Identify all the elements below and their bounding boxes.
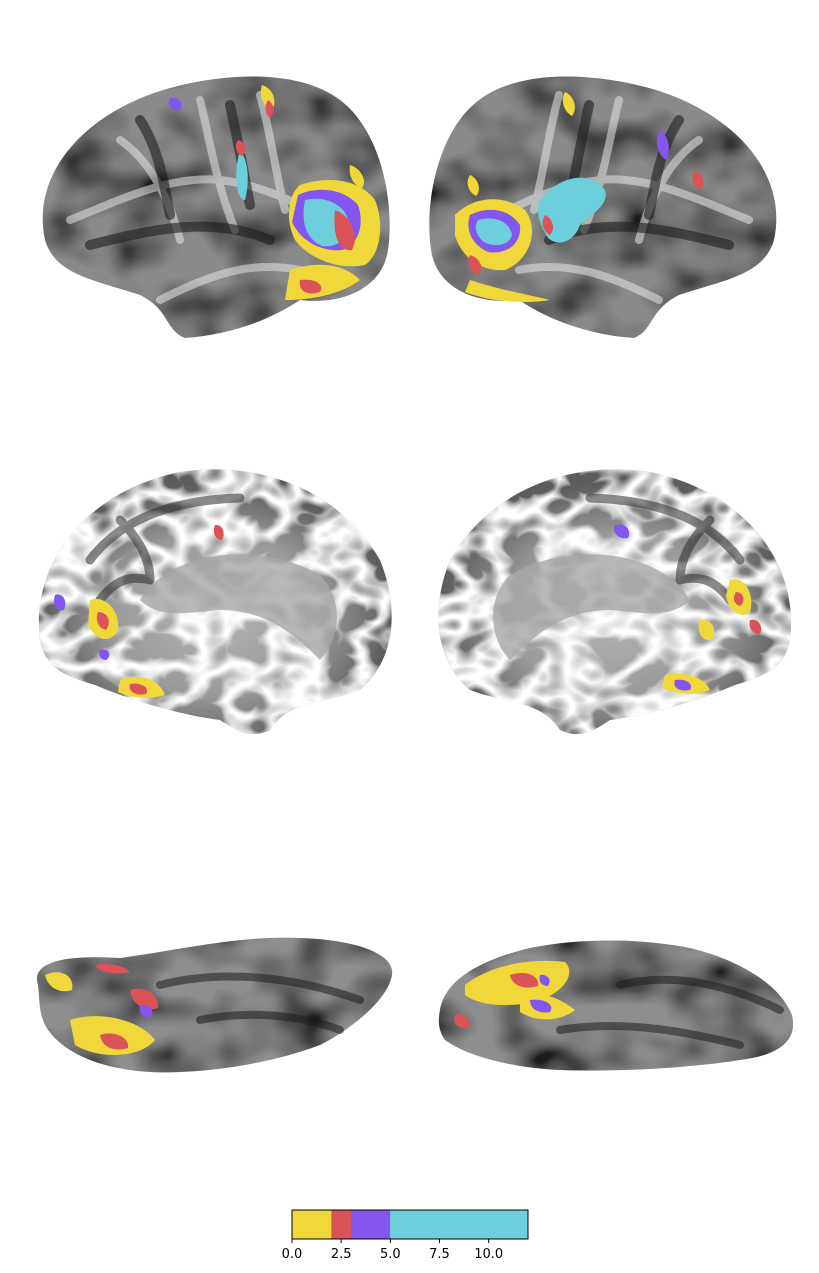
colorbar-segment-3 bbox=[390, 1210, 528, 1239]
left-lateral-view bbox=[42, 76, 390, 338]
colorbar-segment-0 bbox=[292, 1210, 332, 1239]
left-ventral-activations bbox=[45, 963, 159, 1056]
right-ventral-activations bbox=[454, 960, 575, 1029]
right-medial-activations bbox=[614, 524, 762, 694]
left-medial-activations bbox=[54, 524, 224, 698]
colorbar-frame bbox=[291, 1209, 529, 1240]
right-lateral-sulcus-lines bbox=[495, 91, 753, 304]
right-ventral-surface bbox=[438, 940, 794, 1071]
right-lateral-activations bbox=[455, 92, 704, 303]
right-ventral-view bbox=[438, 940, 794, 1071]
colorbar-tick-label-1: 2.5 bbox=[331, 1247, 352, 1262]
colorbar-tick-label-4: 10.0 bbox=[474, 1247, 503, 1262]
colorbar-segment-2 bbox=[351, 1210, 391, 1239]
left-medial-sulci bbox=[85, 493, 245, 605]
left-ventral-surface bbox=[36, 937, 393, 1073]
colorbar-segment-1 bbox=[331, 1210, 351, 1239]
colorbar-tick-label-2: 5.0 bbox=[380, 1247, 401, 1262]
right-ventral-sulci bbox=[556, 975, 784, 1049]
left-ventral-view bbox=[36, 937, 393, 1073]
left-lateral-activations bbox=[168, 85, 381, 300]
left-medial-view bbox=[38, 469, 392, 735]
colorbar: 0.0 2.5 5.0 7.5 10.0 bbox=[282, 1209, 529, 1262]
right-lateral-view bbox=[429, 76, 777, 338]
right-medial-corpus-callosum bbox=[493, 554, 690, 660]
left-ventral-sulci bbox=[156, 972, 364, 1034]
left-medial-corpus-callosum bbox=[140, 554, 337, 660]
colorbar-tick-label-0: 0.0 bbox=[282, 1247, 303, 1262]
right-medial-view bbox=[438, 469, 792, 735]
left-lateral-sulcus-lines bbox=[66, 91, 324, 304]
colorbar-tick-label-3: 7.5 bbox=[429, 1247, 450, 1262]
